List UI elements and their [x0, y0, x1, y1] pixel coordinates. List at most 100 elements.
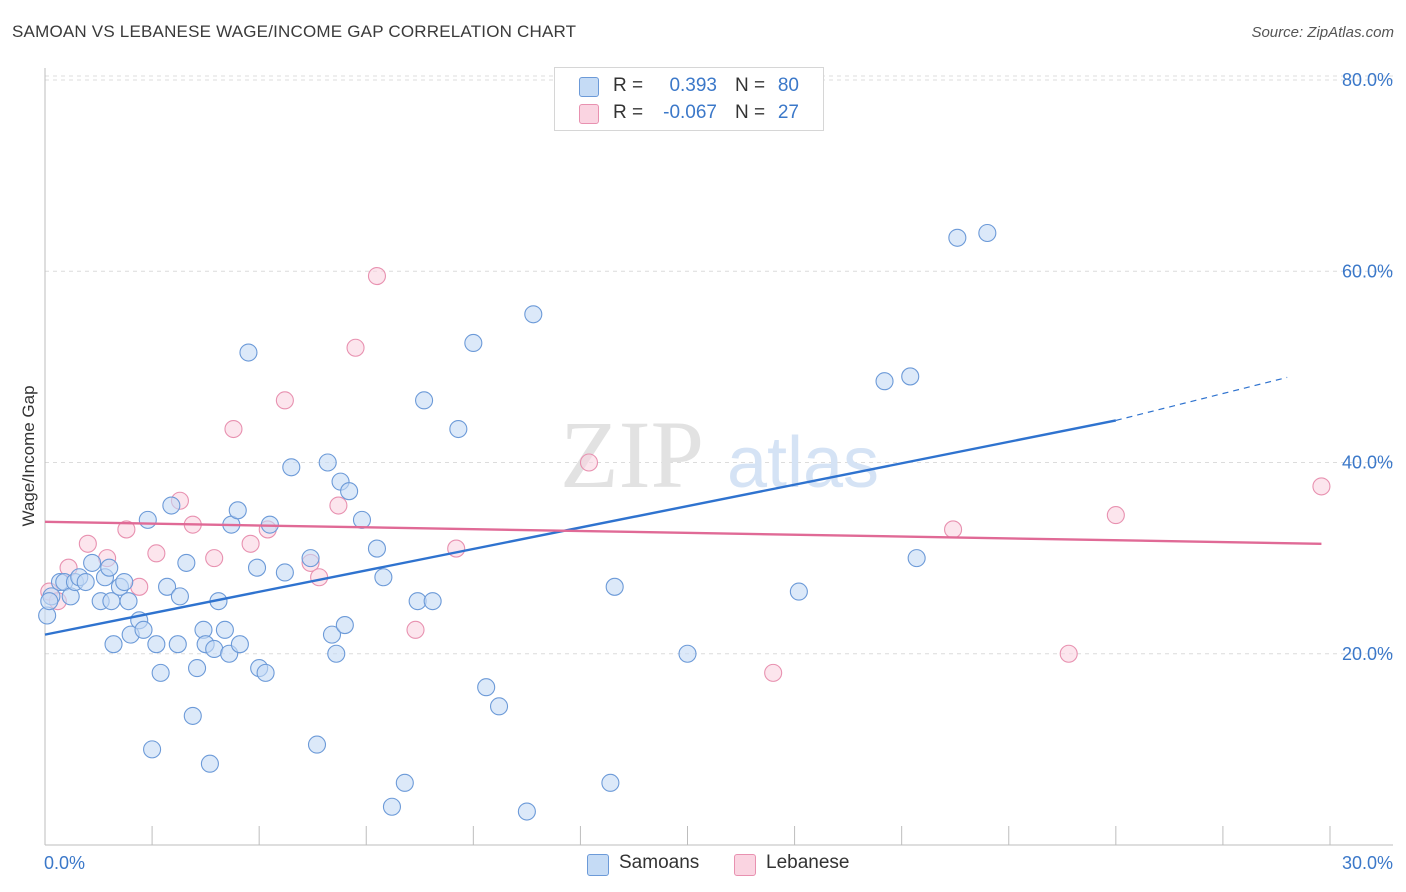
legend-r-label: R =	[613, 75, 644, 96]
samoan-point	[605, 577, 624, 596]
lebanese-point	[1059, 644, 1078, 663]
samoan-point	[382, 797, 402, 816]
gridlines	[45, 75, 1393, 655]
watermark-atlas: atlas	[727, 423, 879, 503]
lebanese-point	[241, 534, 260, 553]
samoan-point	[395, 773, 414, 792]
samoan-point	[335, 616, 354, 635]
lebanese-trend-line	[44, 520, 1322, 545]
lebanese-point	[117, 520, 136, 539]
samoan-point	[170, 587, 189, 606]
samoan-point	[158, 577, 177, 596]
lebanese-swatch	[734, 854, 756, 876]
trend-lines	[44, 376, 1322, 636]
lebanese-point	[764, 663, 783, 682]
tick-labels: 20.0% 40.0% 60.0% 80.0% 0.0% 30.0%	[44, 70, 1393, 873]
watermark-zip: ZIP	[560, 401, 704, 508]
legend-n-label: N =	[735, 75, 766, 96]
samoan-point	[138, 510, 157, 529]
samoan-point	[322, 625, 342, 644]
samoan-point	[215, 620, 234, 639]
samoan-point	[256, 663, 275, 682]
samoan-point	[415, 391, 434, 410]
samoan-point	[119, 592, 138, 611]
samoan-point	[901, 367, 920, 386]
samoan-point	[177, 553, 196, 572]
samoan-point	[134, 620, 153, 639]
legend-row-lebanese: R = -0.067 N = 27	[555, 101, 823, 127]
samoan-point	[352, 510, 372, 529]
samoan-point	[151, 663, 170, 682]
samoan-point	[367, 539, 387, 558]
lebanese-point	[346, 338, 365, 357]
samoan-point	[100, 558, 119, 577]
x-tick-label: 30.0%	[1342, 853, 1393, 873]
legend-r-value: 0.393	[669, 75, 717, 96]
legend-r-label: R =	[613, 102, 644, 123]
legend-swatch-pink	[579, 104, 599, 124]
lebanese-point	[579, 453, 599, 472]
samoan-trend-line	[44, 419, 1117, 636]
lebanese-point	[406, 620, 425, 639]
lebanese-point	[329, 496, 348, 515]
chart-title: SAMOAN VS LEBANESE WAGE/INCOME GAP CORRE…	[12, 22, 577, 41]
y-tick-label: 20.0%	[1342, 644, 1393, 664]
lebanese-point	[147, 544, 166, 563]
samoan-points	[38, 223, 997, 821]
samoan-point	[340, 482, 359, 501]
lebanese-point	[205, 549, 224, 568]
samoan-point	[168, 635, 187, 654]
legend-n-value: 80	[777, 75, 799, 96]
samoan-point	[301, 549, 320, 568]
samoan-point	[678, 644, 697, 663]
lebanese-point	[1106, 506, 1125, 525]
samoan-point	[228, 501, 247, 520]
samoan-point	[524, 305, 543, 324]
source-label: Source: ZipAtlas.com	[1251, 24, 1394, 41]
samoan-point	[907, 549, 926, 568]
samoan-point	[83, 553, 102, 572]
legend-row-samoans: R = 0.393 N = 80	[555, 74, 823, 100]
samoan-point	[230, 635, 249, 654]
samoan-point	[449, 419, 468, 439]
samoan-point	[162, 496, 181, 515]
lebanese-point	[367, 266, 387, 286]
samoans-swatch	[587, 854, 609, 876]
samoan-point	[875, 372, 894, 391]
y-tick-label: 60.0%	[1342, 261, 1393, 281]
samoan-point	[147, 635, 166, 654]
samoans-label: Samoans	[619, 852, 700, 873]
legend-n-value: 27	[777, 102, 799, 123]
lebanese-point	[224, 419, 243, 439]
lebanese-point	[1312, 477, 1331, 496]
samoan-point	[978, 223, 997, 243]
samoan-point	[40, 592, 59, 611]
samoan-point	[477, 678, 496, 697]
samoan-point	[374, 568, 393, 587]
samoan-point	[517, 802, 536, 821]
lebanese-point	[275, 391, 294, 410]
samoan-point	[188, 659, 207, 678]
samoan-point	[239, 343, 258, 362]
lebanese-point	[78, 534, 97, 553]
samoan-trend-extension	[1115, 376, 1288, 422]
samoan-point	[464, 333, 483, 353]
samoan-point	[489, 697, 509, 716]
y-tick-label: 80.0%	[1342, 70, 1393, 90]
lebanese-label: Lebanese	[766, 852, 850, 873]
samoan-point	[318, 453, 337, 472]
samoan-point	[307, 735, 327, 754]
samoan-point	[275, 563, 294, 582]
samoan-point	[104, 635, 123, 654]
axes	[44, 68, 1393, 846]
samoan-point	[247, 558, 267, 577]
samoan-point	[423, 592, 442, 611]
samoan-point	[327, 644, 346, 663]
y-axis-label: Wage/Income Gap	[19, 385, 38, 526]
lebanese-point	[944, 520, 963, 539]
samoan-point	[601, 773, 620, 792]
lebanese-point	[310, 568, 329, 587]
correlation-legend: R = 0.393 N = 80 R = -0.067 N = 27	[554, 67, 824, 131]
samoan-point	[76, 572, 95, 592]
